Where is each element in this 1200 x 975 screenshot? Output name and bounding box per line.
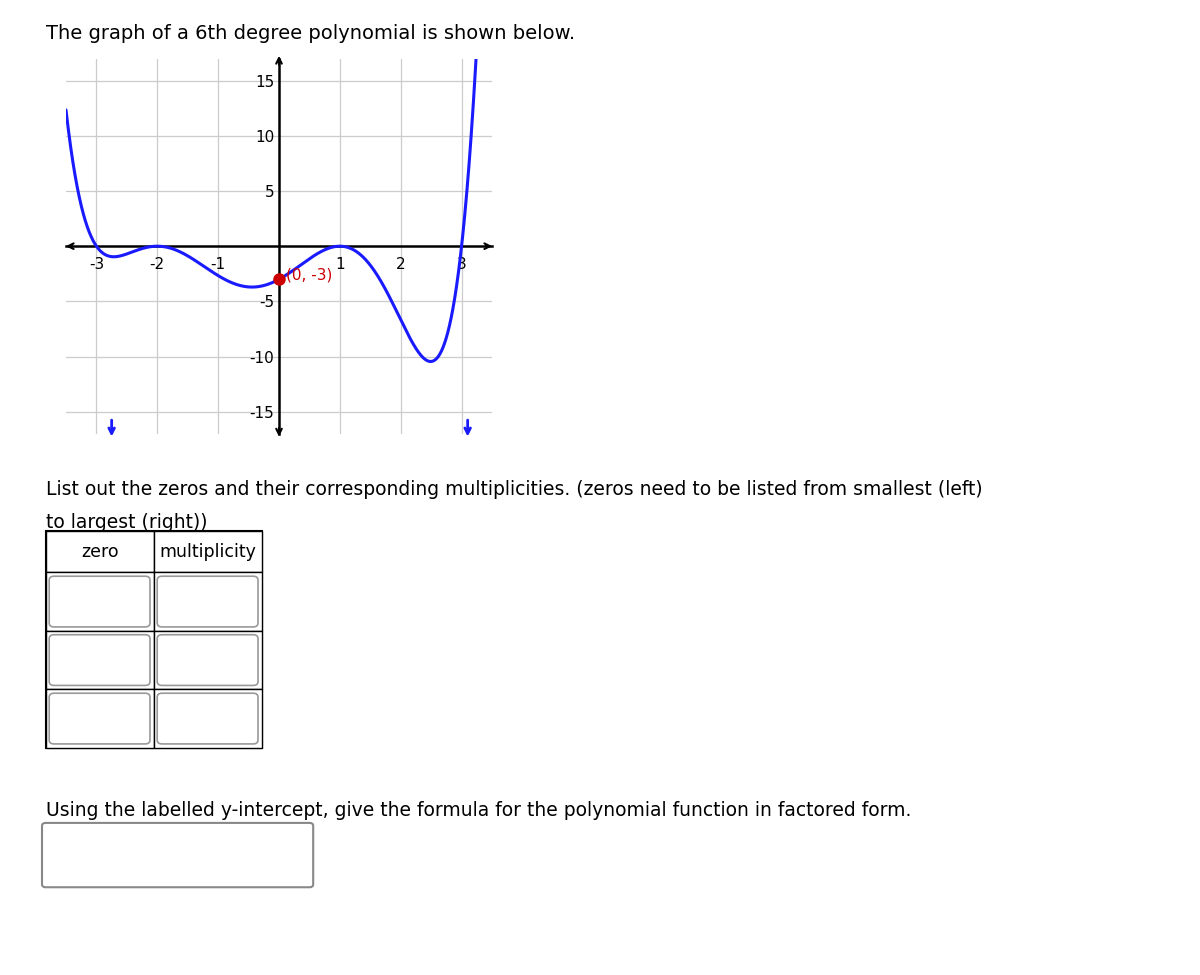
Text: multiplicity: multiplicity [160,543,256,561]
Text: The graph of a 6th degree polynomial is shown below.: The graph of a 6th degree polynomial is … [46,24,575,43]
Text: Using the labelled y-intercept, give the formula for the polynomial function in : Using the labelled y-intercept, give the… [46,801,911,820]
Text: List out the zeros and their corresponding multiplicities. (zeros need to be lis: List out the zeros and their correspondi… [46,480,983,498]
Text: (0, -3): (0, -3) [287,267,332,283]
Text: to largest (right)): to largest (right)) [46,513,208,531]
Text: zero: zero [80,543,119,561]
